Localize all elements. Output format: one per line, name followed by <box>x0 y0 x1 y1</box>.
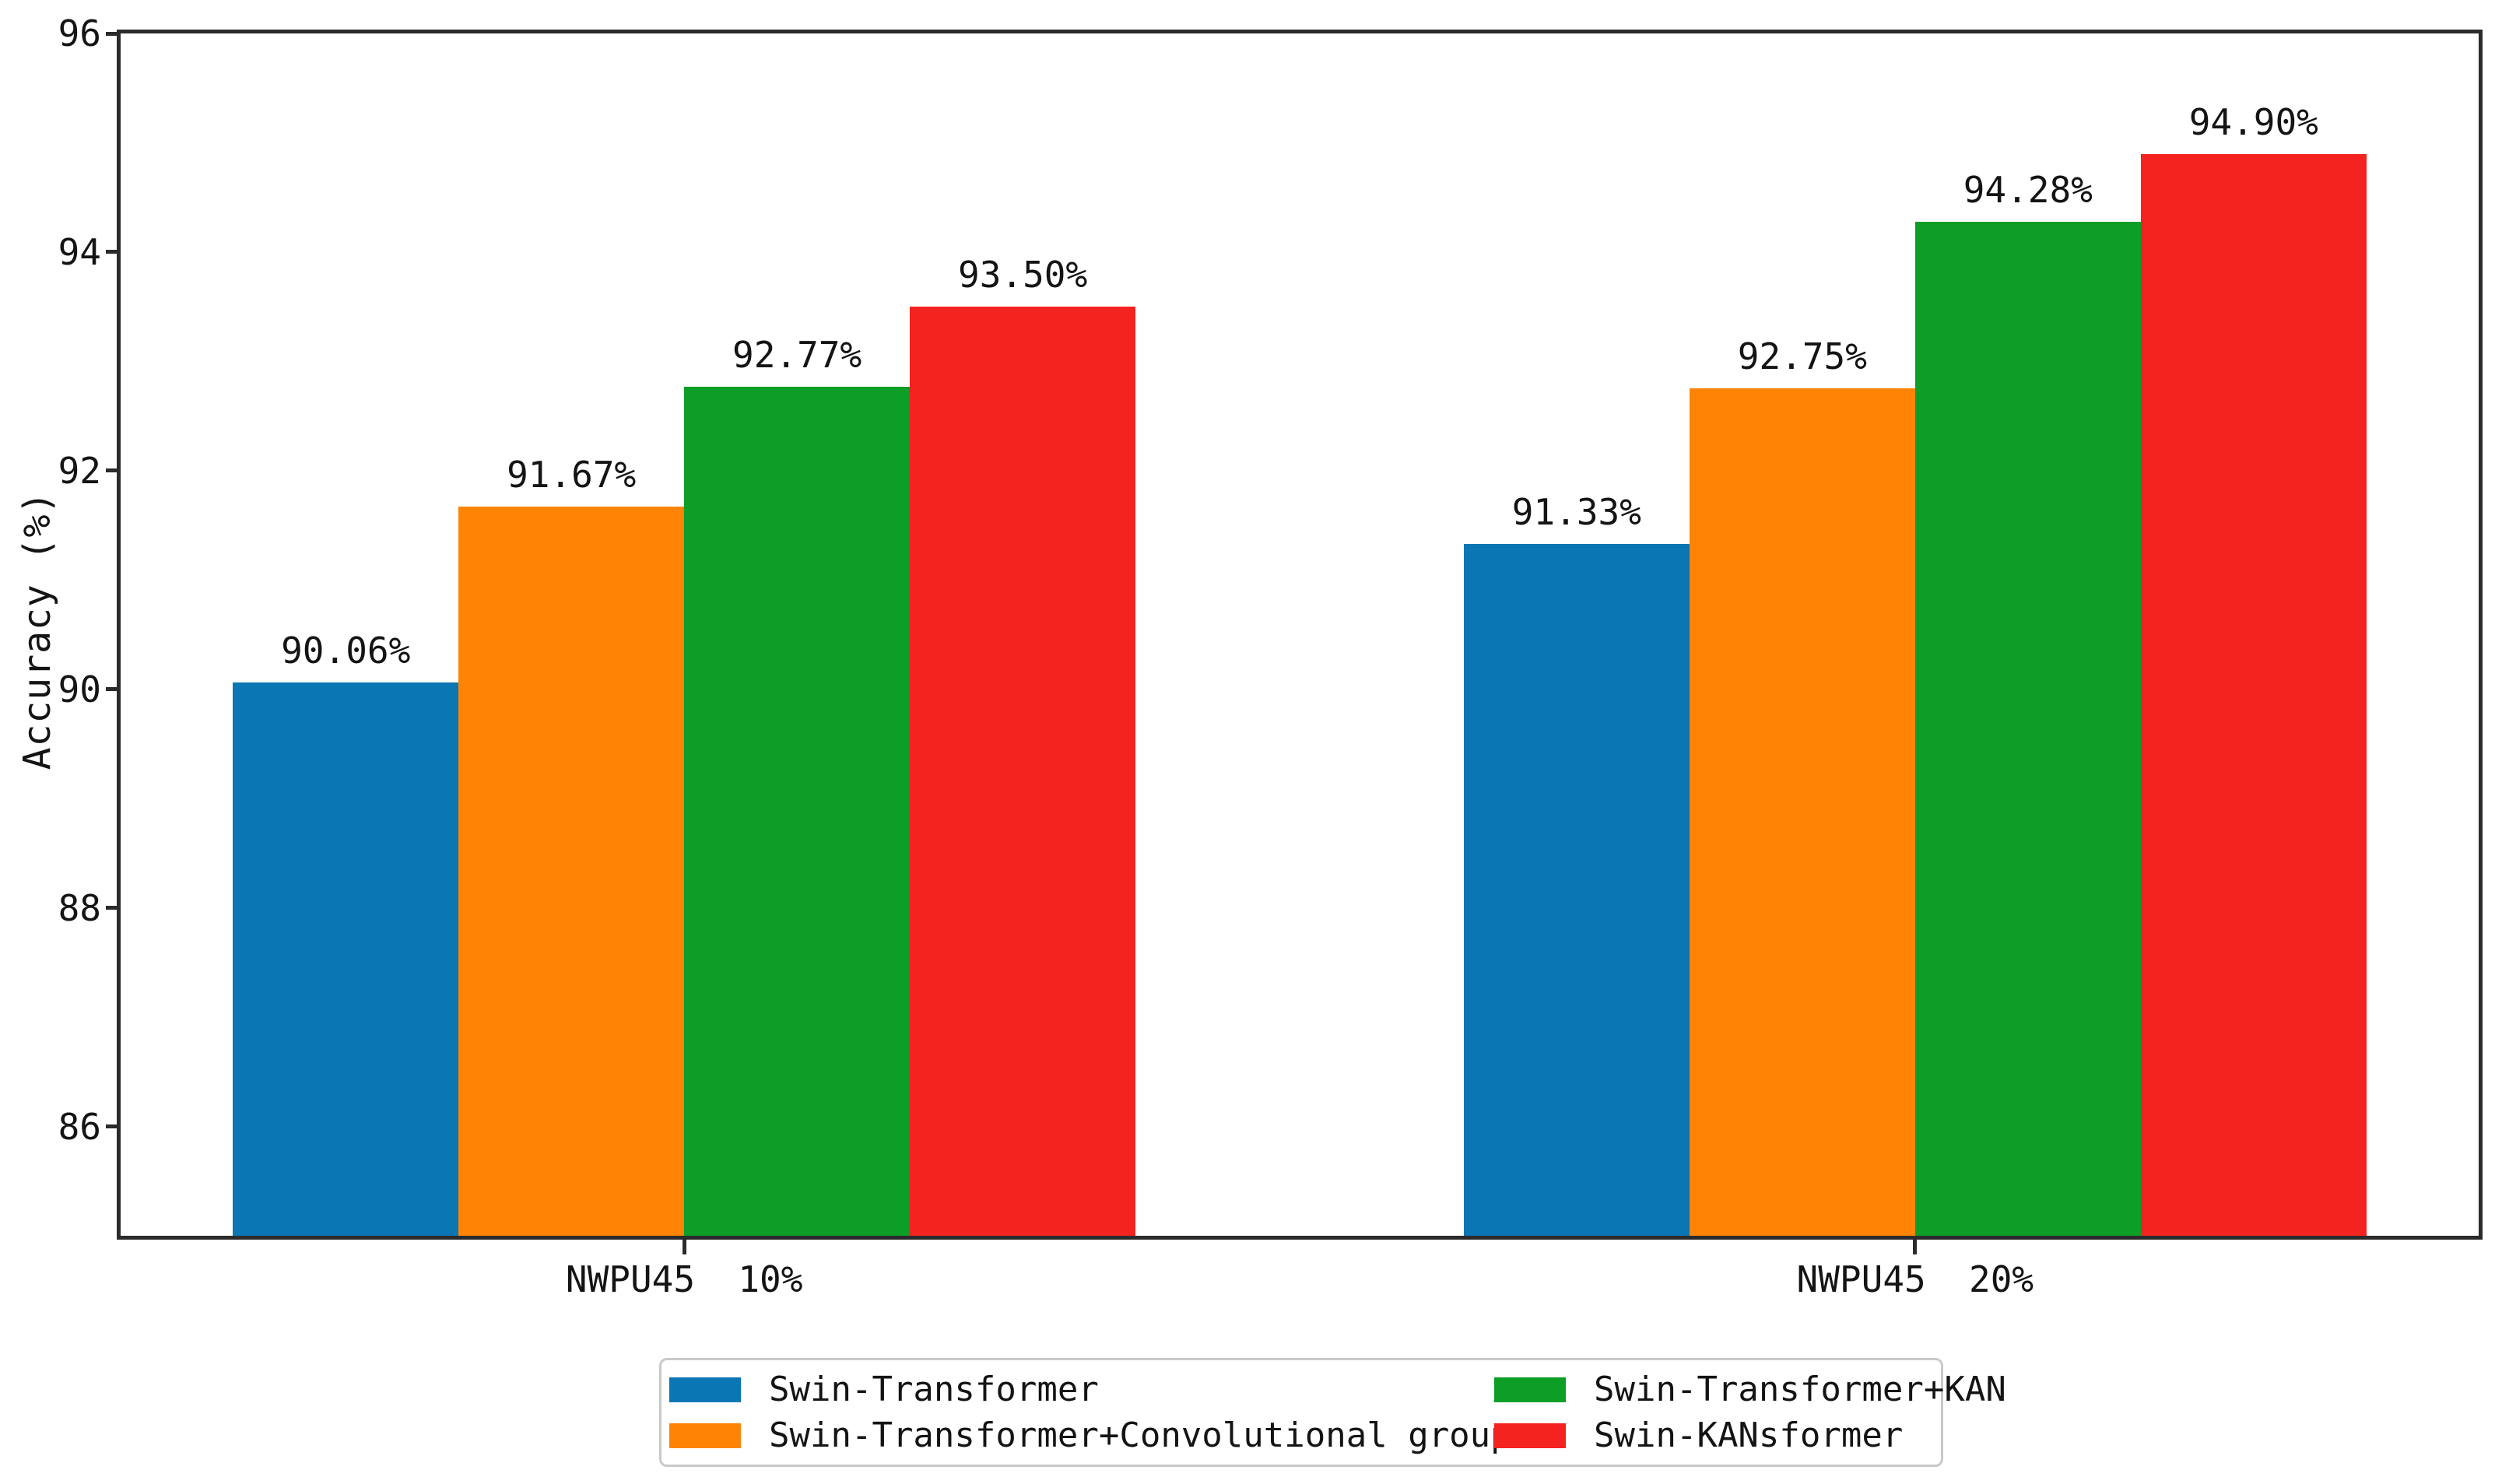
bar-value-label: 91.67% <box>507 454 637 496</box>
plot-area: 90.06% 91.33% 91.67% 92.75% 92.77% 94.28% 93.5… <box>117 30 2483 1240</box>
y-tick-label: 94 <box>58 230 101 273</box>
legend-swatch-swin-kansformer <box>1494 1423 1566 1448</box>
legend-item-label: Swin-Transformer+Convolutional group <box>769 1416 1511 1455</box>
bar-value-label: 90.06% <box>281 630 411 672</box>
bar-swin-transformer-kan-nwpu45-10 <box>684 386 911 1236</box>
bar-value-label: 91.33% <box>1511 490 1641 533</box>
x-tick-label-nwpu45-20: NWPU45 20% <box>1796 1258 2034 1300</box>
bar-swin-transformer-kan-nwpu45-20 <box>1914 221 2141 1236</box>
x-tick-mark <box>682 1240 686 1254</box>
bar-value-label: 94.28% <box>1963 168 2093 211</box>
bar-swin-kansformer-nwpu45-20 <box>2140 153 2367 1236</box>
y-tick-mark <box>106 906 121 910</box>
legend-item-swin-kansformer: Swin-KANsformer <box>1494 1416 2006 1455</box>
y-tick-mark <box>106 1124 121 1129</box>
bar-swin-transformer-nwpu45-20 <box>1463 543 1690 1236</box>
y-tick-mark <box>106 468 121 473</box>
bar-swin-transformer-convolutional-group-nwpu45-20 <box>1689 388 1915 1236</box>
y-tick-label: 96 <box>58 12 101 54</box>
legend-item-label: Swin-Transformer+KAN <box>1594 1370 2006 1409</box>
legend-item-swin-transformer-kan: Swin-Transformer+KAN <box>1494 1370 2006 1409</box>
bar-swin-transformer-nwpu45-10 <box>233 682 459 1236</box>
legend: Swin-Transformer Swin-Transformer+Convolu… <box>659 1358 2006 1467</box>
legend-item-swin-transformer: Swin-Transformer <box>669 1370 1494 1409</box>
y-tick-label: 90 <box>58 668 101 710</box>
y-tick-label: 86 <box>58 1105 101 1148</box>
bar-value-label: 93.50% <box>958 254 1088 296</box>
x-tick-label-nwpu45-10: NWPU45 10% <box>565 1258 803 1300</box>
legend-swatch-swin-transformer-convolutional-group <box>669 1423 741 1448</box>
legend-item-swin-transformer-convolutional-group: Swin-Transformer+Convolutional group <box>669 1416 1511 1455</box>
legend-swatch-swin-transformer-kan <box>1494 1377 1566 1402</box>
bar-value-label: 94.90% <box>2188 100 2318 143</box>
x-tick-mark <box>1913 1240 1918 1254</box>
bar-swin-transformer-convolutional-group-nwpu45-10 <box>458 507 685 1236</box>
y-tick-mark <box>106 250 121 254</box>
y-tick-label: 92 <box>58 449 101 492</box>
legend-swatch-swin-transformer <box>669 1377 741 1402</box>
bar-value-label: 92.75% <box>1737 335 1867 378</box>
legend-item-label: Swin-Transformer <box>769 1370 1099 1409</box>
bar-value-label: 92.77% <box>732 333 862 376</box>
y-tick-mark <box>106 31 121 36</box>
legend-item-label: Swin-KANsformer <box>1594 1416 1904 1455</box>
bar-swin-kansformer-nwpu45-10 <box>910 307 1136 1236</box>
y-tick-label: 88 <box>58 886 101 929</box>
y-tick-mark <box>106 687 121 692</box>
